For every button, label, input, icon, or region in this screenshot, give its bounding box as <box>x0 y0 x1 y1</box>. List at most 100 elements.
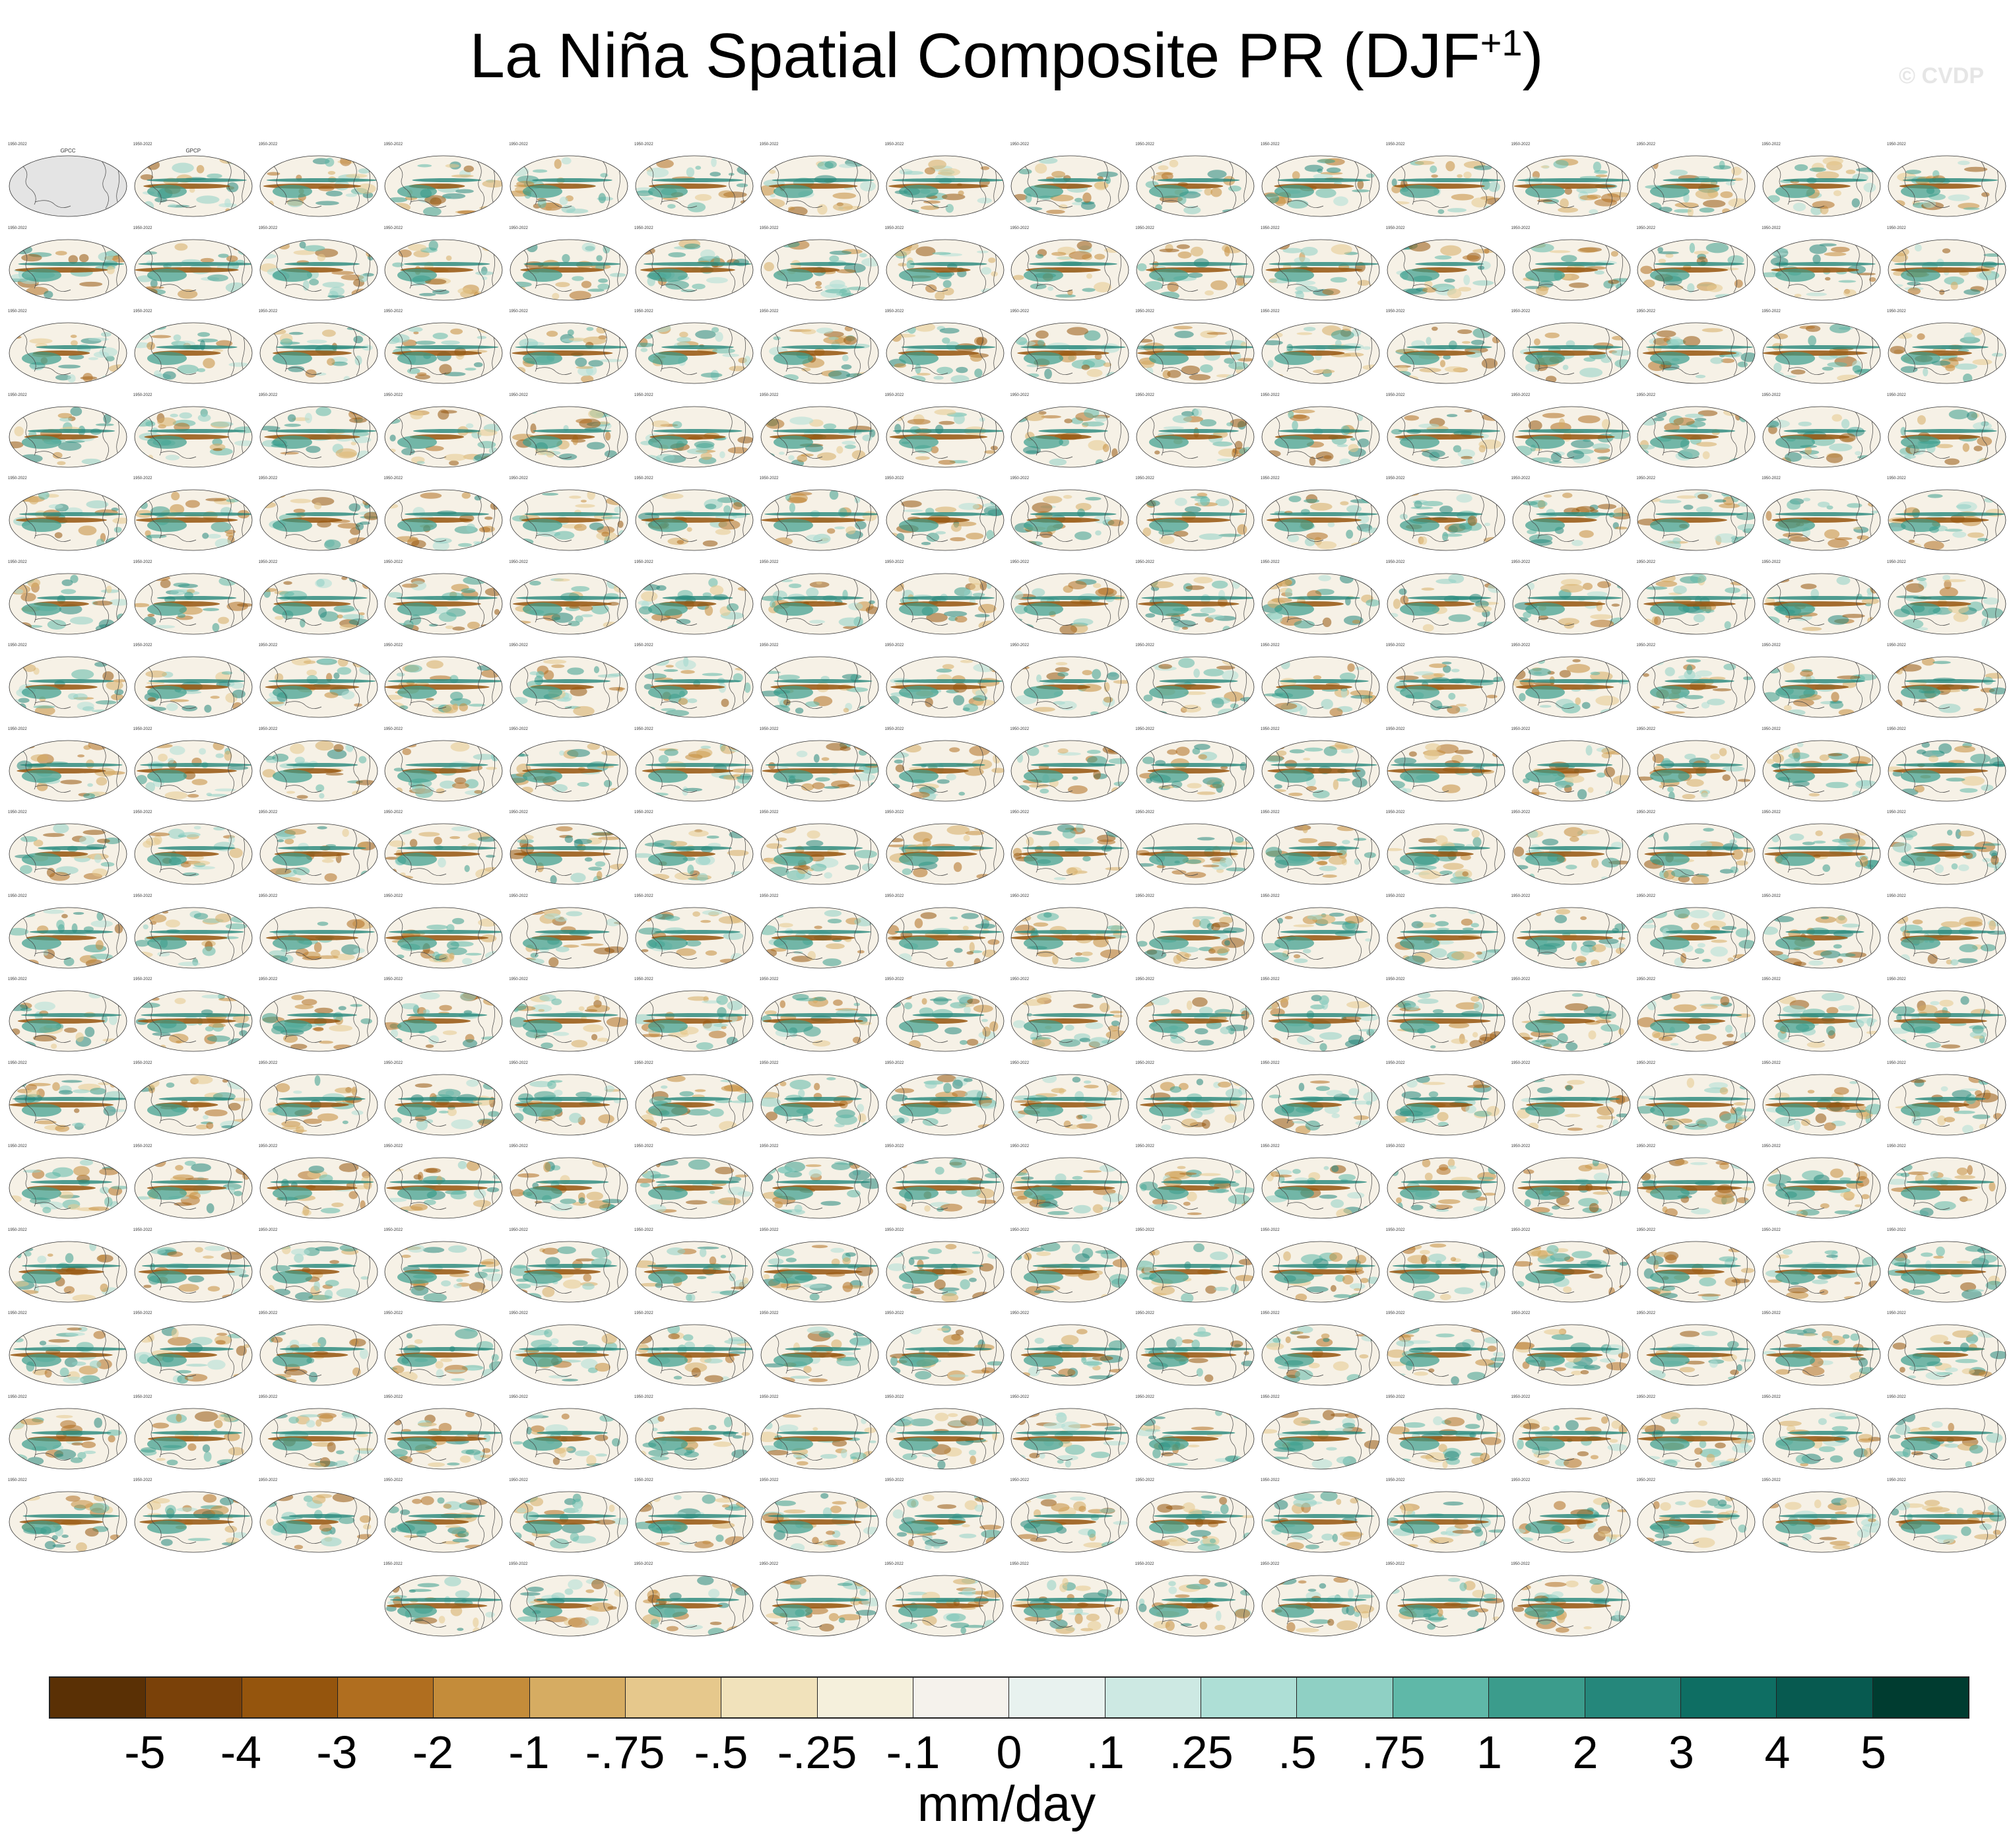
anomaly-blob <box>299 241 306 248</box>
anomaly-blob <box>920 205 939 211</box>
anomaly-blob <box>1917 333 1925 340</box>
anomaly-blob <box>462 492 471 499</box>
anomaly-blob <box>1343 352 1364 357</box>
anomaly-blob <box>1864 158 1881 168</box>
globe-outline <box>259 155 378 217</box>
panel-map <box>886 489 1004 551</box>
anomaly-blob <box>1336 444 1348 447</box>
anomaly-blob <box>1694 250 1709 255</box>
anomaly-blob <box>58 441 82 451</box>
anomaly-blob <box>596 254 603 261</box>
panel-map <box>259 239 378 300</box>
panel-map <box>886 322 1004 384</box>
map-panel: 1950-2022 <box>634 810 754 887</box>
anomaly-blob <box>1577 247 1598 253</box>
wet-band <box>516 595 628 600</box>
map-panel: 1950-2022 <box>383 310 504 386</box>
anomaly-blob <box>514 366 526 374</box>
panel-map <box>510 239 628 300</box>
anomaly-blob <box>1484 248 1490 253</box>
maritime-continent-wet <box>272 185 312 198</box>
map-panel: 1950-2022 <box>1010 560 1130 637</box>
wet-band <box>1031 762 1116 767</box>
anomaly-blob <box>1262 374 1283 378</box>
wet-band <box>1517 428 1630 433</box>
wet-band <box>139 762 252 767</box>
anomaly-blob <box>477 440 496 448</box>
anomaly-blob <box>588 409 605 419</box>
map-panel: 1950-2022 <box>259 393 379 470</box>
coastline <box>395 244 496 292</box>
panel-years: 1950-2022 <box>634 810 653 814</box>
anomaly-blob <box>1212 781 1225 788</box>
anomaly-blob <box>896 240 919 251</box>
anomaly-blob <box>1611 350 1630 356</box>
anomaly-blob <box>1529 539 1552 546</box>
anomaly-blob <box>1588 209 1598 214</box>
anomaly-blob <box>711 157 717 168</box>
panel-years: 1950-2022 <box>133 477 152 480</box>
anomaly-blob <box>401 447 416 455</box>
anomaly-blob <box>1668 791 1676 801</box>
coastline <box>896 160 997 209</box>
anomaly-blob <box>1040 788 1049 793</box>
anomaly-blob <box>1696 189 1719 199</box>
anomaly-blob <box>284 423 301 427</box>
anomaly-blob <box>360 659 376 665</box>
map-panel: 1950-2022 <box>885 560 1005 637</box>
anomaly-blob <box>439 364 452 375</box>
anomaly-blob <box>1204 187 1213 196</box>
anomaly-blob <box>1486 694 1498 699</box>
wet-band <box>644 512 751 516</box>
panel-years: 1950-2022 <box>1887 477 1906 480</box>
panel-map <box>134 155 253 217</box>
panel-map <box>510 322 628 384</box>
anomaly-blob <box>718 190 735 199</box>
anomaly-blob <box>574 523 587 531</box>
wet-band <box>1406 345 1492 349</box>
coastline <box>1022 160 1123 209</box>
anomaly-blob <box>894 759 904 764</box>
anomaly-blob <box>1298 838 1318 843</box>
anomaly-blob <box>450 328 463 335</box>
anomaly-blob <box>1269 613 1283 624</box>
anomaly-blob <box>1082 421 1105 426</box>
anomaly-blob <box>49 872 70 881</box>
panel-years: 1950-2022 <box>383 477 403 480</box>
anomaly-blob <box>649 874 670 880</box>
anomaly-blob <box>1916 749 1927 754</box>
anomaly-blob <box>1104 696 1113 703</box>
wet-band <box>1022 846 1125 850</box>
anomaly-blob <box>907 418 931 424</box>
anomaly-blob <box>985 581 992 589</box>
anomaly-blob <box>1643 673 1650 677</box>
anomaly-blob <box>1481 180 1490 190</box>
maritime-continent-wet <box>1650 268 1690 282</box>
anomaly-blob <box>1288 496 1302 502</box>
anomaly-blob <box>859 181 876 191</box>
anomaly-blob <box>1657 246 1664 253</box>
wet-band <box>1397 178 1502 182</box>
anomaly-blob <box>1687 282 1695 292</box>
anomaly-blob <box>1773 458 1781 464</box>
panel-years: 1950-2022 <box>509 393 528 397</box>
wet-band <box>405 762 488 767</box>
map-panel: 1950-2022 <box>383 644 504 720</box>
anomaly-blob <box>452 782 470 789</box>
panel-years: 1950-2022 <box>634 226 653 230</box>
anomaly-blob <box>1292 409 1315 413</box>
anomaly-blob <box>1185 506 1202 513</box>
anomaly-blob <box>232 702 243 711</box>
anomaly-blob <box>727 446 750 453</box>
anomaly-blob <box>610 663 628 669</box>
map-panel: 1950-2022 <box>1386 560 1506 637</box>
wet-band <box>1519 679 1630 683</box>
anomaly-blob <box>139 251 157 255</box>
wet-band <box>396 595 498 600</box>
anomaly-blob <box>1239 762 1247 770</box>
anomaly-blob <box>1296 332 1313 335</box>
anomaly-blob <box>958 791 965 796</box>
anomaly-blob <box>1105 867 1128 871</box>
anomaly-blob <box>1726 181 1736 186</box>
anomaly-blob <box>317 826 327 830</box>
